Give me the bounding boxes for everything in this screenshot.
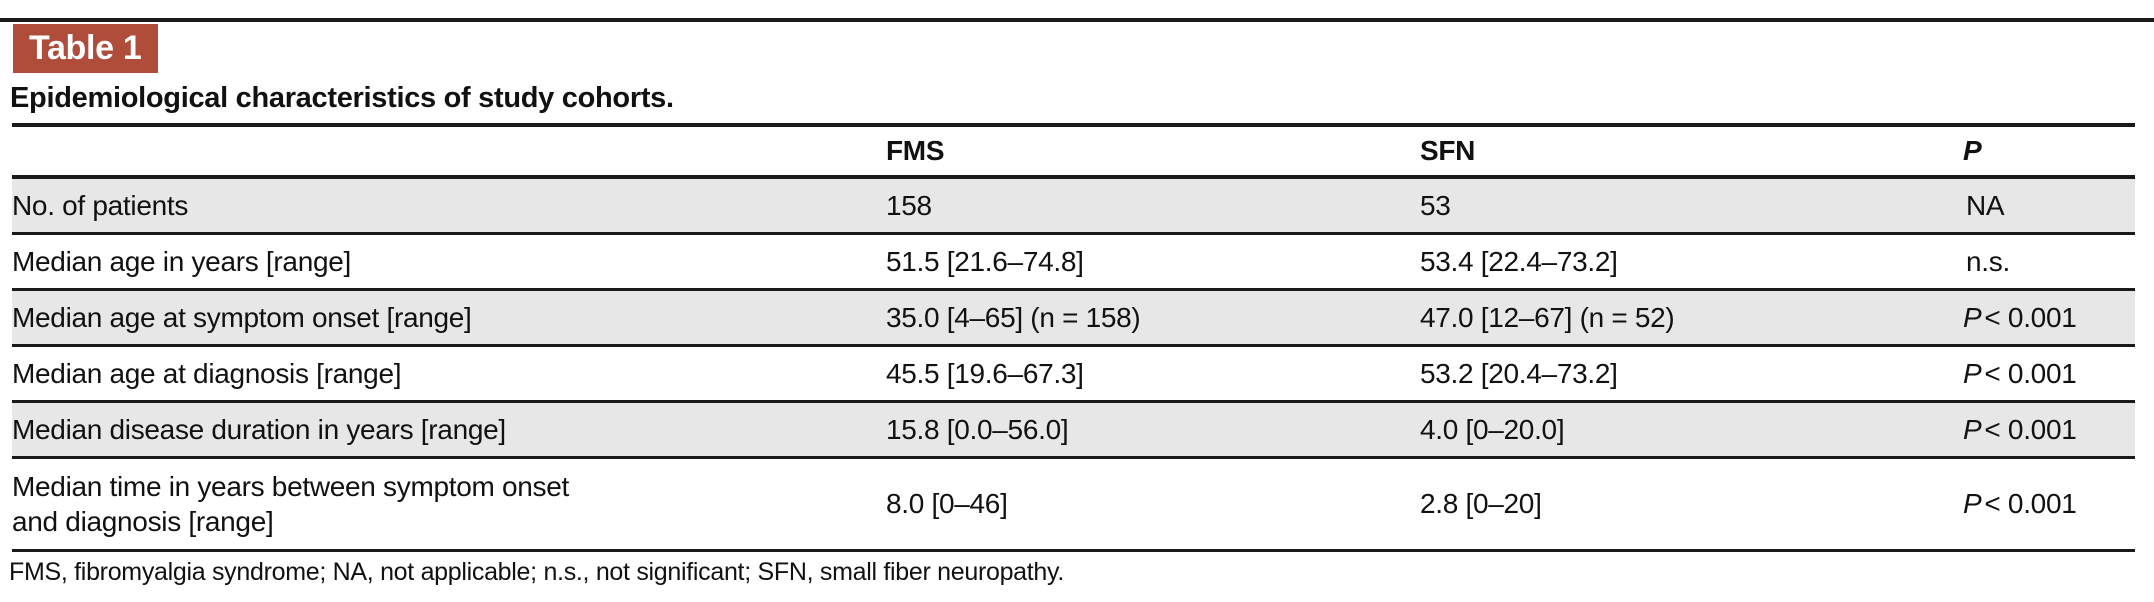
header-sfn: SFN	[1420, 123, 1963, 179]
p-value: < 0.001	[1984, 488, 2077, 519]
top-rule	[0, 18, 2154, 22]
p-symbol: P	[1963, 488, 1982, 519]
table-row-patients: No. of patients 158 53 NA	[12, 177, 2135, 235]
fms-value: 51.5 [21.6–74.8]	[886, 245, 1084, 277]
row-label: Median age at symptom onset [range]	[12, 302, 472, 333]
table-container: FMS SFN P No. of patients 158 53 NA Medi…	[12, 123, 2135, 552]
table-row-time-onset-diagnosis: Median time in years between symptom ons…	[12, 457, 2135, 552]
table-row-median-age: Median age in years [range] 51.5 [21.6–7…	[12, 233, 2135, 291]
table-row-age-diagnosis: Median age at diagnosis [range] 45.5 [19…	[12, 345, 2135, 403]
sfn-value: 53.4 [22.4–73.2]	[1420, 245, 1618, 277]
header-row: FMS SFN P	[12, 123, 2135, 179]
sfn-value: 53	[1420, 189, 1451, 221]
p-value: < 0.001	[1984, 357, 2077, 389]
row-label: No. of patients	[12, 190, 189, 221]
fms-value: 158	[886, 189, 932, 221]
row-label: Median disease duration in years [range]	[12, 414, 506, 445]
fms-value: 45.5 [19.6–67.3]	[886, 357, 1084, 389]
p-symbol: P	[1963, 357, 1982, 389]
p-symbol: P	[1963, 301, 1982, 333]
p-value: NA	[1966, 189, 2005, 221]
row-label: Median age in years [range]	[12, 246, 352, 277]
table-number-badge: Table 1	[13, 24, 158, 73]
table-row-symptom-onset: Median age at symptom onset [range] 35.0…	[12, 289, 2135, 347]
table-row-disease-duration: Median disease duration in years [range]…	[12, 401, 2135, 459]
table-number-label: Table 1	[29, 29, 142, 67]
header-empty	[12, 123, 886, 179]
fms-value: 35.0 [4–65] (n = 158)	[886, 301, 1141, 333]
epidemiology-table: FMS SFN P No. of patients 158 53 NA Medi…	[12, 123, 2135, 552]
sfn-value: 2.8 [0–20]	[1420, 488, 1542, 519]
header-p: P	[1963, 123, 2135, 179]
sfn-value: 53.2 [20.4–73.2]	[1420, 357, 1618, 389]
table-title: Epidemiological characteristics of study…	[10, 82, 674, 114]
p-value: n.s.	[1966, 245, 2010, 277]
p-value: < 0.001	[1984, 413, 2077, 445]
fms-value: 15.8 [0.0–56.0]	[886, 413, 1069, 445]
sfn-value: 47.0 [12–67] (n = 52)	[1420, 301, 1675, 333]
sfn-value: 4.0 [0–20.0]	[1420, 413, 1565, 445]
header-fms: FMS	[886, 123, 1420, 179]
table-footnote: FMS, fibromyalgia syndrome; NA, not appl…	[9, 558, 1065, 586]
row-label: Median age at diagnosis [range]	[12, 358, 402, 389]
p-value: < 0.001	[1984, 301, 2077, 333]
row-label: Median time in years between symptom ons…	[12, 471, 569, 537]
fms-value: 8.0 [0–46]	[886, 488, 1008, 519]
p-symbol: P	[1963, 413, 1982, 445]
